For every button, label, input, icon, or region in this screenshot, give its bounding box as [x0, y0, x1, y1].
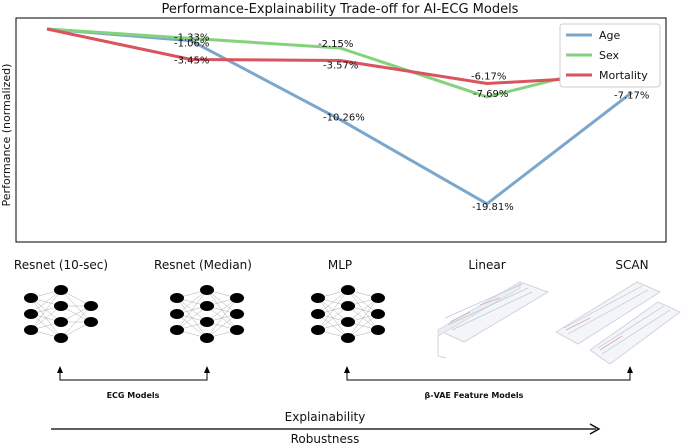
legend-label-mortality: Mortality	[599, 69, 648, 82]
feature-map-scan-2	[589, 301, 681, 365]
vae-models-bracket	[344, 366, 633, 381]
nn-edge	[347, 297, 379, 339]
nn-diagram-resnet-10sec	[24, 285, 98, 343]
nn-edge	[30, 289, 62, 315]
feature-map-scan-1	[555, 281, 662, 345]
nn-node	[371, 325, 385, 335]
nn-node	[54, 301, 68, 311]
feature-map-linear	[436, 281, 550, 359]
data-label-mortality-3: -6.17%	[471, 71, 506, 82]
x-tick-label-3: Linear	[468, 258, 505, 272]
nn-node	[341, 285, 355, 295]
nn-node	[311, 309, 325, 319]
data-label-sex-2: -2.15%	[318, 39, 353, 50]
data-label-sex-3: -7.69%	[473, 89, 508, 100]
data-label-mortality-2: -3.57%	[323, 61, 358, 72]
plot-area	[15, 17, 667, 243]
nn-node	[230, 293, 244, 303]
ecg-models-label: ECG Models	[107, 391, 160, 400]
nn-node	[341, 333, 355, 343]
nn-node	[170, 325, 184, 335]
nn-node	[371, 293, 385, 303]
explainability-label: Explainability	[285, 410, 366, 424]
ecg-models-bracket	[57, 366, 210, 381]
x-tick-label-2: MLP	[328, 258, 352, 272]
nn-node	[371, 309, 385, 319]
data-label-age-4: -7.17%	[614, 90, 649, 101]
x-tick-label-0: Resnet (10-sec)	[14, 258, 108, 272]
legend: Age Sex Mortality	[559, 23, 661, 88]
chart-title: Performance-Explainability Trade-off for…	[162, 2, 519, 17]
legend-box	[559, 23, 661, 88]
legend-label-age: Age	[599, 29, 621, 42]
nn-edge	[206, 297, 238, 323]
nn-edge	[317, 305, 349, 331]
series-layer	[46, 27, 633, 206]
data-label-mortality-1: -3.45%	[174, 55, 209, 66]
nn-edge	[176, 289, 208, 315]
data-label-sex-1: -1.06%	[174, 38, 209, 49]
nn-node	[24, 325, 38, 335]
nn-node	[311, 325, 325, 335]
nn-edge	[317, 289, 349, 315]
legend-label-sex: Sex	[599, 49, 620, 62]
data-label-age-2: -10.26%	[323, 113, 365, 124]
robustness-label: Robustness	[291, 432, 360, 446]
nn-node	[54, 285, 68, 295]
nn-edge	[176, 305, 208, 331]
nn-node	[170, 309, 184, 319]
nn-edge	[30, 305, 62, 331]
nn-edge	[60, 305, 92, 339]
nn-node	[200, 285, 214, 295]
nn-node	[24, 293, 38, 303]
nn-node	[230, 325, 244, 335]
nn-edge	[206, 297, 238, 339]
nn-node	[24, 309, 38, 319]
nn-diagram-resnet-median	[170, 285, 244, 343]
nn-edge	[176, 289, 208, 331]
x-tick-label-1: Resnet (Median)	[154, 258, 252, 272]
nn-node	[341, 317, 355, 327]
nn-diagram-mlp	[311, 285, 385, 343]
data-label-age-1: -1.33%	[174, 33, 209, 44]
explainability-robustness-arrow	[51, 423, 601, 435]
data-label-age-3: -19.81%	[472, 202, 514, 213]
nn-node	[170, 293, 184, 303]
nn-node	[84, 317, 98, 327]
vae-models-label: β-VAE Feature Models	[425, 391, 524, 400]
nn-node	[200, 301, 214, 311]
nn-edge	[347, 297, 379, 323]
nn-node	[200, 317, 214, 327]
nn-node	[84, 301, 98, 311]
nn-node	[230, 309, 244, 319]
nn-node	[311, 293, 325, 303]
nn-edge	[317, 289, 349, 331]
nn-node	[341, 301, 355, 311]
nn-edge	[206, 313, 238, 339]
nn-edge	[347, 313, 379, 339]
y-axis-label: Performance (normalized)	[0, 64, 13, 207]
x-tick-layer: Resnet (10-sec) Resnet (Median) MLP Linear S…	[14, 258, 649, 272]
nn-node	[200, 333, 214, 343]
nn-node	[54, 333, 68, 343]
nn-node	[54, 317, 68, 327]
x-tick-label-4: SCAN	[615, 258, 648, 272]
nn-edge	[30, 289, 62, 331]
